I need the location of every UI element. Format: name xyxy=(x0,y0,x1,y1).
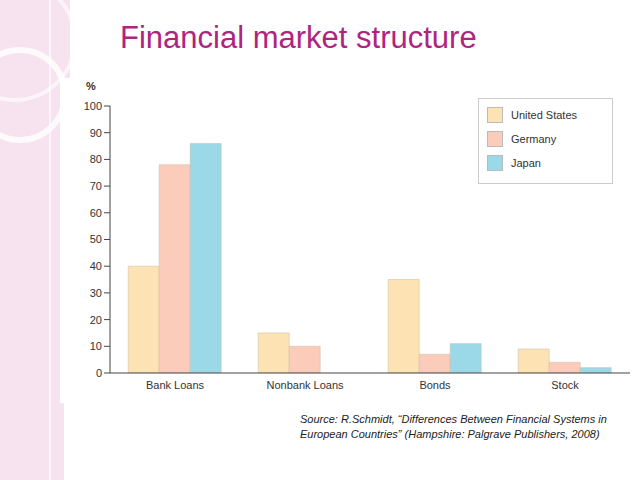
svg-text:Nonbank Loans: Nonbank Loans xyxy=(266,379,344,391)
svg-text:100: 100 xyxy=(84,100,102,112)
html-text:Japan: Japan xyxy=(511,157,541,169)
svg-text:Bank Loans: Bank Loans xyxy=(146,379,205,391)
svg-text:0: 0 xyxy=(96,367,102,379)
svg-text:80: 80 xyxy=(90,153,102,165)
svg-text:20: 20 xyxy=(90,314,102,326)
svg-text:10: 10 xyxy=(90,340,102,352)
html-text:Financial market structure: Financial market structure xyxy=(120,20,477,55)
html-text:Germany: Germany xyxy=(511,133,557,145)
svg-text:60: 60 xyxy=(90,207,102,219)
svg-text:50: 50 xyxy=(90,233,102,245)
svg-text:30: 30 xyxy=(90,287,102,299)
svg-text:Stock: Stock xyxy=(551,379,579,391)
svg-text:40: 40 xyxy=(90,260,102,272)
svg-text:90: 90 xyxy=(90,127,102,139)
html-text:United States: United States xyxy=(511,109,577,121)
svg-text:70: 70 xyxy=(90,180,102,192)
svg-text:Bonds: Bonds xyxy=(419,379,451,391)
html-text:Source: R.Schmidt, “Difference: Source: R.Schmidt, “Differences Between … xyxy=(300,413,607,440)
